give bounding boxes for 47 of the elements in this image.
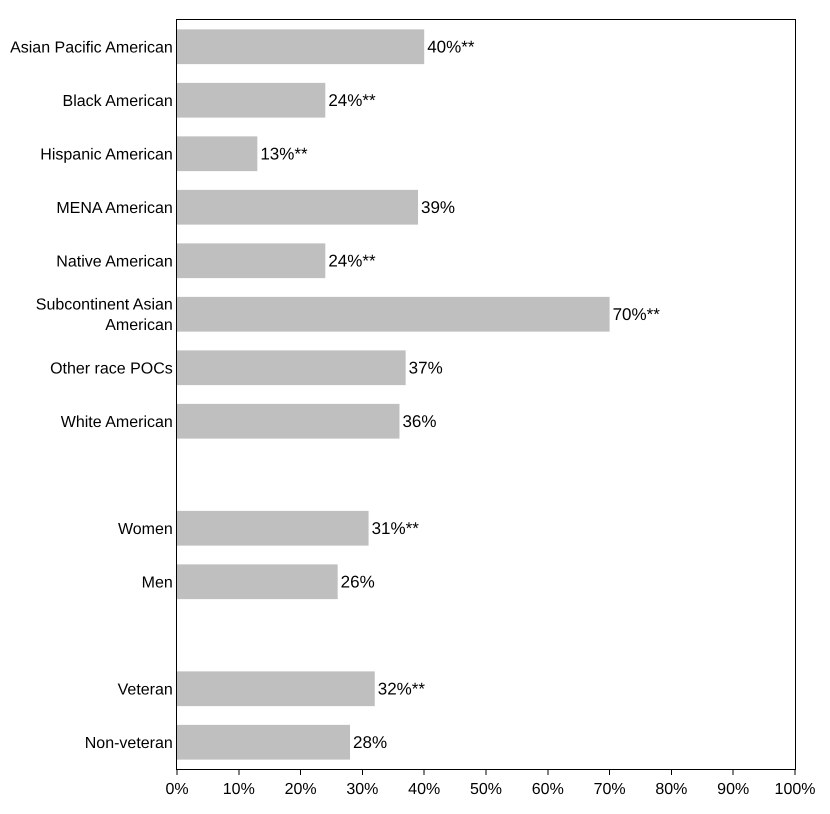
data-label: 37%: [408, 358, 443, 378]
y-tick-label: Men: [142, 574, 173, 592]
x-tick-label: 10%: [222, 781, 255, 798]
x-tick-label: 80%: [655, 781, 688, 798]
data-label: 26%: [340, 572, 375, 592]
data-label: 32%**: [378, 679, 426, 698]
x-tick-label: 90%: [717, 781, 750, 798]
y-tick-label: Women: [118, 520, 173, 538]
x-tick-label: 60%: [532, 781, 564, 798]
x-tick-label: 0%: [165, 781, 189, 798]
y-tick-label: Hispanic American: [40, 146, 173, 164]
bar: [177, 29, 424, 64]
bar: [177, 671, 375, 706]
data-label: 28%: [353, 732, 388, 752]
data-label: 24%**: [328, 251, 376, 270]
bar: [177, 404, 400, 439]
data-label: 39%: [421, 198, 456, 217]
bar: [177, 136, 258, 172]
x-tick-label: 50%: [470, 781, 502, 798]
x-tick-label: 70%: [594, 781, 626, 798]
bar: [177, 564, 338, 600]
bar: [177, 510, 369, 546]
y-tick-label: MENA American: [56, 200, 173, 217]
x-tick-label: 30%: [346, 781, 378, 798]
bar: [177, 724, 350, 760]
x-tick-label: 20%: [284, 781, 317, 798]
y-tick-label: Non-veteran: [84, 734, 173, 752]
bar: [177, 82, 326, 118]
bar: [177, 296, 610, 332]
x-tick-label: 100%: [774, 781, 816, 798]
data-label: 13%**: [260, 144, 308, 164]
y-tick-label: Asian Pacific American: [10, 39, 173, 56]
data-label: 31%**: [372, 518, 420, 538]
bar: [177, 190, 418, 225]
data-label: 36%: [402, 412, 437, 431]
y-tick-label: Veteran: [118, 681, 173, 698]
bar: [177, 350, 406, 386]
data-label: 40%**: [427, 37, 475, 56]
y-tick-label: Black American: [62, 92, 173, 110]
y-tick-label: White American: [60, 414, 173, 431]
bar: [177, 243, 326, 278]
data-label: 70%**: [612, 304, 660, 324]
data-label: 24%**: [328, 90, 376, 110]
y-tick-label: Subcontinent Asian American: [36, 296, 173, 334]
x-tick-label: 40%: [408, 781, 440, 798]
y-tick-label: Native American: [56, 253, 173, 270]
y-tick-label: Other race POCs: [50, 360, 173, 378]
